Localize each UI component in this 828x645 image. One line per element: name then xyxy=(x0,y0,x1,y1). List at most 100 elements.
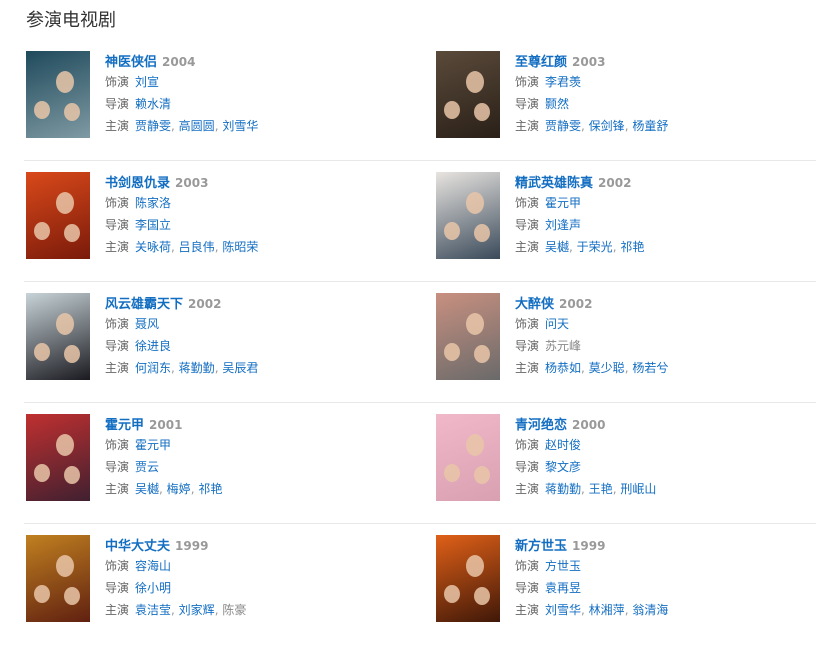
poster-image[interactable] xyxy=(26,51,90,138)
role-row: 饰演 李君羡 xyxy=(515,71,668,93)
poster-image[interactable] xyxy=(436,535,500,622)
poster-figure xyxy=(64,587,80,605)
person-link[interactable]: 何润东 xyxy=(135,361,172,375)
role-label: 饰演 xyxy=(515,196,540,210)
poster-figure xyxy=(466,313,484,335)
poster-figure xyxy=(56,71,74,93)
tv-series-item: 青河绝恋 2000 饰演 赵时俊 导演 黎文彦 主演 蒋勤勤, 王艳, 刑岷山 xyxy=(414,403,816,524)
person-link[interactable]: 祁艳 xyxy=(620,240,645,254)
poster-figure xyxy=(444,343,460,361)
person-link[interactable]: 袁洁莹 xyxy=(135,603,172,617)
person-link[interactable]: 李国立 xyxy=(135,218,172,232)
director-row: 导演 徐小明 xyxy=(105,577,246,599)
person-link[interactable]: 徐进良 xyxy=(135,339,172,353)
series-title-link[interactable]: 中华大丈夫 xyxy=(105,539,171,554)
person-link[interactable]: 王艳 xyxy=(588,482,613,496)
poster-image[interactable] xyxy=(436,172,500,259)
poster-figure xyxy=(444,585,460,603)
person-link[interactable]: 刘雪华 xyxy=(222,119,259,133)
person-link[interactable]: 聂风 xyxy=(135,317,160,331)
divider xyxy=(24,281,420,282)
person-link[interactable]: 林湘萍 xyxy=(588,603,625,617)
person-link[interactable]: 翁清海 xyxy=(632,603,669,617)
person-link[interactable]: 杨童舒 xyxy=(632,119,669,133)
role-row: 饰演 容海山 xyxy=(105,555,246,577)
person-link[interactable]: 吴辰君 xyxy=(222,361,259,375)
person-link[interactable]: 贾静雯 xyxy=(545,119,582,133)
person-link[interactable]: 保剑锋 xyxy=(588,119,625,133)
person-link[interactable]: 杨若兮 xyxy=(632,361,669,375)
person-link[interactable]: 梅婷 xyxy=(166,482,191,496)
series-title-link[interactable]: 书剑恩仇录 xyxy=(105,176,171,191)
person-link[interactable]: 袁再昱 xyxy=(545,581,582,595)
person-link[interactable]: 蒋勤勤 xyxy=(545,482,582,496)
series-title-link[interactable]: 至尊红颜 xyxy=(515,55,568,70)
person-link[interactable]: 贾静雯 xyxy=(135,119,172,133)
series-info: 神医侠侣 2004 饰演 刘宣 导演 赖水清 主演 贾静雯, 高圆圆, 刘雪华 xyxy=(105,51,258,137)
person-link[interactable]: 颢然 xyxy=(545,97,570,111)
stars-label: 主演 xyxy=(515,361,540,375)
person-link[interactable]: 刘雪华 xyxy=(545,603,582,617)
series-title-link[interactable]: 新方世玉 xyxy=(515,539,568,554)
person-link[interactable]: 容海山 xyxy=(135,559,172,573)
stars-label: 主演 xyxy=(515,603,540,617)
poster-image[interactable] xyxy=(436,51,500,138)
director-label: 导演 xyxy=(515,460,540,474)
person-link[interactable]: 于荣光 xyxy=(576,240,613,254)
poster-figure xyxy=(466,192,484,214)
series-title-link[interactable]: 神医侠侣 xyxy=(105,55,158,70)
person-link[interactable]: 吕良伟 xyxy=(178,240,215,254)
person-link[interactable]: 黎文彦 xyxy=(545,460,582,474)
person-link[interactable]: 刘逢声 xyxy=(545,218,582,232)
stars-label: 主演 xyxy=(105,240,130,254)
person-link[interactable]: 祁艳 xyxy=(198,482,223,496)
series-year: 2003 xyxy=(572,55,606,69)
series-info: 精武英雄陈真 2002 饰演 霍元甲 导演 刘逢声 主演 吴樾, 于荣光, 祁艳 xyxy=(515,172,644,258)
person-link[interactable]: 李君羡 xyxy=(545,75,582,89)
person-link[interactable]: 高圆圆 xyxy=(178,119,215,133)
director-label: 导演 xyxy=(105,218,130,232)
title-line: 大醉侠 2002 xyxy=(515,293,668,313)
separator: , xyxy=(171,361,179,375)
person-link[interactable]: 问天 xyxy=(545,317,570,331)
tv-series-item: 大醉侠 2002 饰演 问天 导演 苏元峰 主演 杨恭如, 莫少聪, 杨若兮 xyxy=(414,282,816,403)
separator: , xyxy=(624,119,633,133)
title-line: 霍元甲 2001 xyxy=(105,414,222,434)
poster-image[interactable] xyxy=(26,414,90,501)
person-link[interactable]: 赵时俊 xyxy=(545,438,582,452)
person-link[interactable]: 吴樾 xyxy=(135,482,160,496)
poster-image[interactable] xyxy=(26,172,90,259)
person-link[interactable]: 徐小明 xyxy=(135,581,172,595)
poster-image[interactable] xyxy=(26,293,90,380)
series-title-link[interactable]: 精武英雄陈真 xyxy=(515,176,594,191)
person-link[interactable]: 蒋勤勤 xyxy=(178,361,215,375)
series-title-link[interactable]: 霍元甲 xyxy=(105,418,145,433)
person-link[interactable]: 刘宣 xyxy=(135,75,160,89)
role-label: 饰演 xyxy=(105,196,130,210)
person-link[interactable]: 陈昭荣 xyxy=(222,240,259,254)
series-title-link[interactable]: 大醉侠 xyxy=(515,297,555,312)
poster-image[interactable] xyxy=(26,535,90,622)
role-label: 饰演 xyxy=(105,438,130,452)
person-link[interactable]: 赖水清 xyxy=(135,97,172,111)
person-link[interactable]: 关咏荷 xyxy=(135,240,172,254)
series-title-link[interactable]: 青河绝恋 xyxy=(515,418,568,433)
role-label: 饰演 xyxy=(105,75,130,89)
person-link[interactable]: 陈家洛 xyxy=(135,196,172,210)
person-link[interactable]: 刑岷山 xyxy=(620,482,657,496)
person-link[interactable]: 贾云 xyxy=(135,460,160,474)
title-line: 书剑恩仇录 2003 xyxy=(105,172,258,192)
poster-image[interactable] xyxy=(436,293,500,380)
separator: , xyxy=(214,119,223,133)
person-link[interactable]: 刘家辉 xyxy=(178,603,215,617)
person-link[interactable]: 霍元甲 xyxy=(545,196,582,210)
poster-image[interactable] xyxy=(436,414,500,501)
director-label: 导演 xyxy=(515,97,540,111)
person-link[interactable]: 霍元甲 xyxy=(135,438,172,452)
person-link[interactable]: 吴樾 xyxy=(545,240,570,254)
person-link[interactable]: 方世玉 xyxy=(545,559,582,573)
series-title-link[interactable]: 风云雄霸天下 xyxy=(105,297,184,312)
director-label: 导演 xyxy=(515,339,540,353)
person-link[interactable]: 杨恭如 xyxy=(545,361,582,375)
person-link[interactable]: 莫少聪 xyxy=(588,361,625,375)
